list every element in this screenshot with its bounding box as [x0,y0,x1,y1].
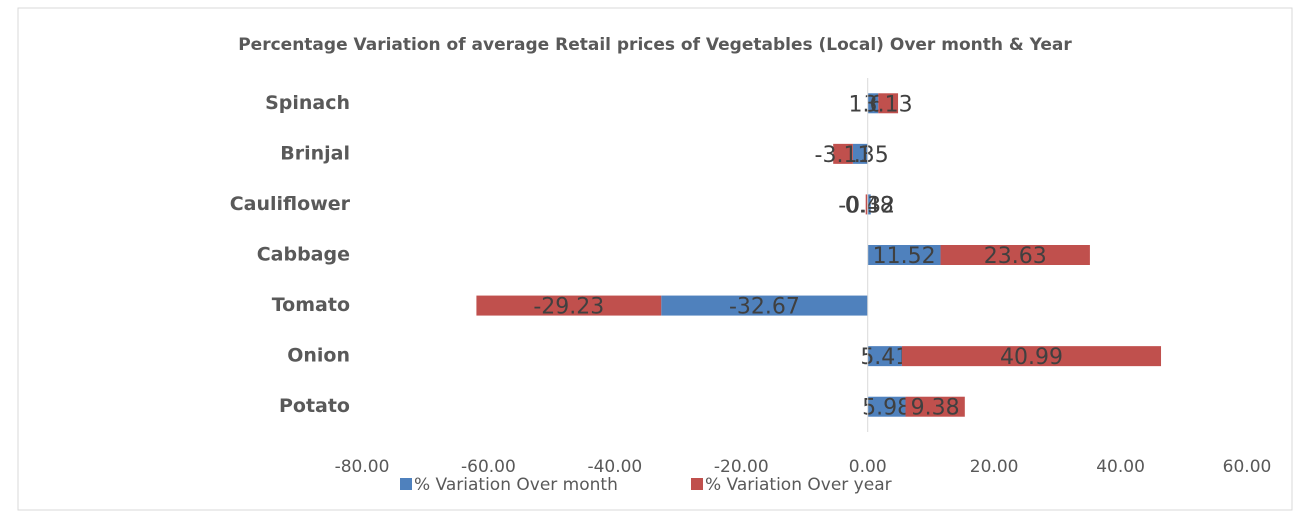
data-label: 23.63 [984,244,1047,269]
bar [867,245,941,265]
chart-border [17,7,1293,511]
legend-swatch [400,478,412,490]
bar [901,346,1162,367]
bar [833,143,853,164]
bar [865,194,868,215]
legend-label: % Variation Over month [414,475,618,495]
bar [867,346,902,367]
data-label: 5.41 [860,345,909,370]
x-tick-label: -40.00 [587,457,642,477]
data-label: -3.11 [815,143,872,168]
data-label: 40.99 [1000,345,1063,370]
chart-title: Percentage Variation of average Retail p… [238,35,1072,55]
data-label: -29.23 [533,295,604,320]
data-label: -0.32 [838,193,895,218]
data-label: -32.67 [729,295,800,320]
category-label: Potato [279,395,350,417]
bar [867,396,906,417]
x-tick-label: 40.00 [1096,457,1145,477]
category-label: Cauliflower [230,193,351,215]
bar [905,396,965,417]
bar [661,295,868,316]
category-label: Onion [287,345,350,367]
bar [940,245,1090,265]
category-label: Tomato [272,294,350,316]
category-label: Cabbage [257,244,350,266]
category-label: Spinach [265,92,350,114]
bar [867,93,879,114]
x-tick-label: -20.00 [714,457,769,477]
bar [476,295,662,316]
legend-label: % Variation Over year [705,475,892,495]
bar [867,194,871,215]
bar [852,143,868,164]
x-tick-label: 60.00 [1223,457,1272,477]
data-label: 3.13 [864,92,913,117]
x-tick-label: 20.00 [970,457,1019,477]
bar [878,93,899,114]
legend-swatch [691,478,703,490]
data-label: 5.98 [862,396,911,421]
category-label: Brinjal [280,142,350,164]
data-label: 11.52 [873,244,936,269]
x-tick-label: -60.00 [461,457,516,477]
data-label: 9.38 [911,396,960,421]
data-label: 0.48 [845,193,894,218]
x-tick-label: 0.00 [849,457,887,477]
x-tick-label: -80.00 [335,457,390,477]
